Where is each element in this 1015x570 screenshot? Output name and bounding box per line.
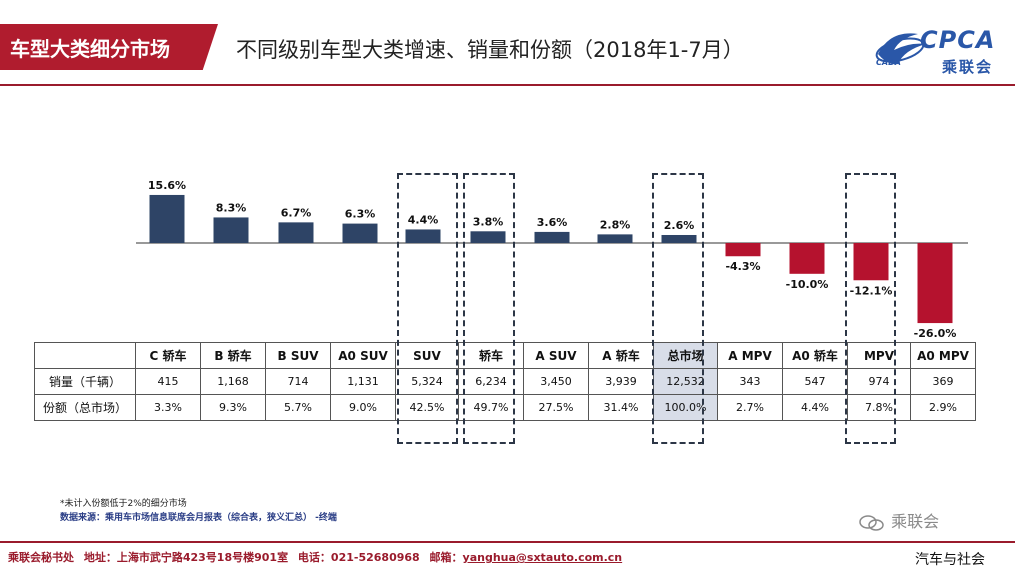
slide-header: 车型大类细分市场 不同级别车型大类增速、销量和份额（2018年1-7月） CPC… [0,0,1015,84]
footer-email-link[interactable]: yanghua@sxtauto.com.cn [462,551,623,564]
bar-9 [725,243,761,257]
bar-value-label-10: -10.0% [786,278,829,291]
table-header-cell: MPV [847,342,911,369]
bar-10 [789,243,825,274]
table-header-cell: B 轿车 [200,342,266,369]
table-cell: 42.5% [395,394,459,421]
table-cell: 343 [717,368,783,395]
table-cell: 3,939 [588,368,654,395]
section-badge-text: 车型大类细分市场 [10,37,170,61]
highlight-box-suv [397,173,458,444]
logo-cn-text: 乘联会 [942,58,994,76]
logo-text: CPCA [920,26,996,54]
footer-contact: 乘联会秘书处 地址：上海市武宁路423号18号楼901室 电话：021-5268… [8,549,622,565]
table-header-cell: A MPV [717,342,783,369]
footer-address-label: 地址： [83,551,117,564]
section-badge: 车型大类细分市场 [0,24,218,70]
wechat-icon [859,514,884,531]
bar-value-label-0: 15.6% [148,179,186,192]
bar-2 [278,222,314,243]
bars-layer [149,194,953,324]
growth-bar-chart: 15.6% 8.3% 6.7% 6.3% 4.4% 3.8% 3.6% 2.8% 2.6% -4.… [136,179,968,340]
table-cell: 31.4% [588,394,654,421]
bar-12 [917,243,953,324]
wechat-watermark: 乘联会 [858,508,939,532]
table-header-cell: SUV [395,342,459,369]
table-cell: 3,450 [523,368,589,395]
table-cell: 714 [265,368,331,395]
bar-value-label-2: 6.7% [281,206,312,219]
watermark-text: 乘联会 [891,512,940,531]
table-cell: 415 [135,368,201,395]
footnote-source: 数据来源：乘用车市场信息联席会月报表（综合表，狭义汇总） -终端 [60,513,337,523]
footer-phone-label: 电话： [297,551,331,564]
value-labels-layer: 15.6% 8.3% 6.7% 6.3% 4.4% 3.8% 3.6% 2.8% 2.6% -4.… [148,179,956,340]
bar-4 [405,229,441,243]
bar-value-label-5: 3.8% [473,215,504,228]
table-cell: 9.3% [200,394,266,421]
footer-corner: 汽车与社会 [895,547,1015,570]
table-header-cell: A0 SUV [330,342,396,369]
bar-value-label-7: 2.8% [600,218,631,231]
table-cell: 100.0% [653,394,718,421]
table-cell: 1,168 [200,368,266,395]
bar-value-label-3: 6.3% [345,208,376,221]
bar-0 [149,194,185,243]
table-header-cell: C 轿车 [135,342,201,369]
bar-value-label-1: 8.3% [216,201,247,214]
table-cell: 27.5% [523,394,589,421]
table-cell: 5,324 [395,368,459,395]
slide-title: 不同级别车型大类增速、销量和份额（2018年1-7月） [236,38,744,62]
highlight-box-sedan [463,173,515,444]
table-cell: 2.9% [910,394,976,421]
table-cell: 5.7% [265,394,331,421]
footer-org: 乘联会秘书处 [8,551,74,564]
bar-value-label-11: -12.1% [850,284,893,297]
table-header-cell: A0 轿车 [782,342,848,369]
table-cell: 547 [782,368,848,395]
table-cell: 12,532 [653,368,718,395]
table-row-label: 销量（千辆） [34,368,136,395]
logo-small-text: CADA [876,58,901,67]
bar-value-label-6: 3.6% [537,216,568,229]
table-cell: 974 [847,368,911,395]
table-cell: 3.3% [135,394,201,421]
table-header-cell: 总市场 [653,342,718,369]
cpca-emblem-icon [875,33,926,65]
footer-corner-text: 汽车与社会 [915,552,985,568]
bar-5 [470,231,506,243]
bar-8 [661,234,697,243]
table-header-cell: A0 MPV [910,342,976,369]
footnote-note: *未计入份额低于2%的细分市场 [60,499,187,509]
data-table: C 轿车 B 轿车 B SUV A0 SUV SUV 轿车 A SUV A 轿车 总市场 A MP… [34,342,976,421]
table-cell: 1,131 [330,368,396,395]
bar-1 [213,217,249,243]
table-header-cell: A SUV [523,342,589,369]
bar-7 [597,234,633,243]
table-row: 份额（总市场） 3.3% 9.3% 5.7% 9.0% 42.5% 49.7% 27.5% 31… [34,394,976,421]
footer-divider [0,541,1015,543]
table-row-label: 份额（总市场） [34,394,136,421]
table-corner-cell [34,342,136,369]
table-cell: 9.0% [330,394,396,421]
bar-6 [534,231,570,243]
footer-address: 上海市武宁路423号18号楼901室 [116,551,289,564]
highlight-box-total [652,173,704,444]
bar-value-label-12: -26.0% [914,327,957,340]
bar-value-label-4: 4.4% [408,213,439,226]
table-header-cell: B SUV [265,342,331,369]
table-header-cell: A 轿车 [588,342,654,369]
highlight-box-mpv [845,173,896,444]
footer-phone: 021-52680968 [330,551,420,564]
bar-value-label-9: -4.3% [725,260,760,273]
table-cell: 2.7% [717,394,783,421]
bar-11 [853,243,889,281]
table-cell: 369 [910,368,976,395]
table-cell: 4.4% [782,394,848,421]
footer-email-label: 邮箱： [429,551,463,564]
header-divider [0,84,1015,86]
bar-3 [342,223,378,243]
cpca-logo: CPCA 乘联会 CADA [870,20,1010,78]
bar-value-label-8: 2.6% [664,219,695,232]
